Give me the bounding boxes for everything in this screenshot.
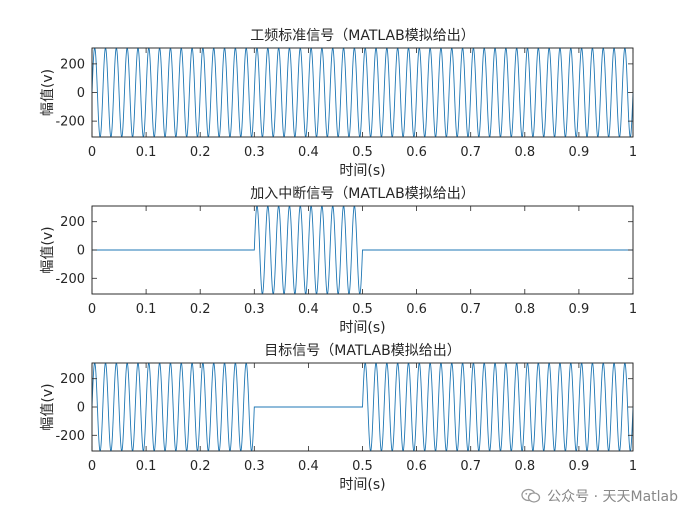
x-tick-label: 0.7 bbox=[460, 145, 481, 160]
x-tick-label: 0.3 bbox=[244, 459, 265, 474]
x-tick-label: 0.7 bbox=[460, 302, 481, 317]
x-tick-label: 0.7 bbox=[460, 459, 481, 474]
y-tick-label: -200 bbox=[55, 115, 85, 130]
y-tick-label: 200 bbox=[60, 57, 85, 72]
y-tick-label: -200 bbox=[55, 272, 85, 287]
y-axis-label: 幅值(v) bbox=[40, 383, 56, 430]
watermark-text: 公众号 · 天天Matlab bbox=[547, 489, 678, 505]
x-tick-label: 0.3 bbox=[244, 302, 265, 317]
x-tick-label: 0.8 bbox=[514, 302, 535, 317]
chart-title: 工频标准信号（MATLAB模拟给出） bbox=[250, 28, 474, 44]
x-axis-label: 时间(s) bbox=[339, 477, 385, 493]
x-tick-label: 0.4 bbox=[298, 459, 319, 474]
x-tick-label: 0 bbox=[88, 145, 96, 160]
y-tick-label: -200 bbox=[55, 429, 85, 444]
x-tick-label: 0.4 bbox=[298, 302, 319, 317]
subplot-2: 0 0.1 0.2 0.3 0.4 0.5 0.6 0.7 0.8 0.9 12000-200加入中… bbox=[40, 186, 637, 336]
x-tick-label: 0.6 bbox=[406, 145, 427, 160]
chart-title: 目标信号（MATLAB模拟给出） bbox=[264, 343, 460, 359]
x-tick-label: 0 bbox=[88, 459, 96, 474]
x-tick-label: 0.5 bbox=[352, 459, 373, 474]
x-tick-label: 0.5 bbox=[352, 302, 373, 317]
y-tick-label: 0 bbox=[77, 86, 85, 101]
y-tick-label: 0 bbox=[77, 244, 85, 259]
x-tick-label: 0.9 bbox=[569, 459, 590, 474]
watermark: 公众号 · 天天Matlab bbox=[521, 486, 678, 506]
y-axis-label: 幅值(v) bbox=[40, 226, 56, 273]
x-tick-label: 0.3 bbox=[244, 145, 265, 160]
x-axis-label: 时间(s) bbox=[339, 163, 385, 179]
x-tick-label: 0.1 bbox=[136, 459, 157, 474]
signal-line bbox=[91, 362, 634, 452]
x-tick-label: 0.1 bbox=[136, 145, 157, 160]
x-tick-label: 0.8 bbox=[514, 459, 535, 474]
y-tick-label: 200 bbox=[60, 372, 85, 387]
x-tick-label: 0.2 bbox=[190, 302, 211, 317]
x-tick-label: 1 bbox=[629, 302, 637, 317]
x-tick-label: 0.9 bbox=[569, 145, 590, 160]
signal-line bbox=[91, 47, 634, 138]
x-tick-label: 0.1 bbox=[136, 302, 157, 317]
x-tick-label: 0.5 bbox=[352, 145, 373, 160]
chart-title: 加入中断信号（MATLAB模拟给出） bbox=[250, 186, 474, 202]
x-tick-label: 0.9 bbox=[569, 302, 590, 317]
x-tick-label: 1 bbox=[629, 145, 637, 160]
subplot-3: 0 0.1 0.2 0.3 0.4 0.5 0.6 0.7 0.8 0.9 12000-200目标信… bbox=[40, 343, 637, 493]
x-tick-label: 0.2 bbox=[190, 145, 211, 160]
x-axis-label: 时间(s) bbox=[339, 320, 385, 336]
signal-line bbox=[92, 205, 633, 295]
x-tick-label: 0.4 bbox=[298, 145, 319, 160]
x-tick-label: 1 bbox=[629, 459, 637, 474]
y-tick-label: 200 bbox=[60, 215, 85, 230]
x-tick-label: 0.2 bbox=[190, 459, 211, 474]
wechat-icon bbox=[521, 488, 541, 503]
x-tick-label: 0.6 bbox=[406, 302, 427, 317]
subplot-1: 0 0.1 0.2 0.3 0.4 0.5 0.6 0.7 0.8 0.9 12000-200工频标… bbox=[40, 28, 637, 179]
y-axis-label: 幅值(v) bbox=[40, 69, 56, 116]
x-tick-label: 0.8 bbox=[514, 145, 535, 160]
x-tick-label: 0.6 bbox=[406, 459, 427, 474]
y-tick-label: 0 bbox=[77, 401, 85, 416]
x-tick-label: 0 bbox=[88, 302, 96, 317]
